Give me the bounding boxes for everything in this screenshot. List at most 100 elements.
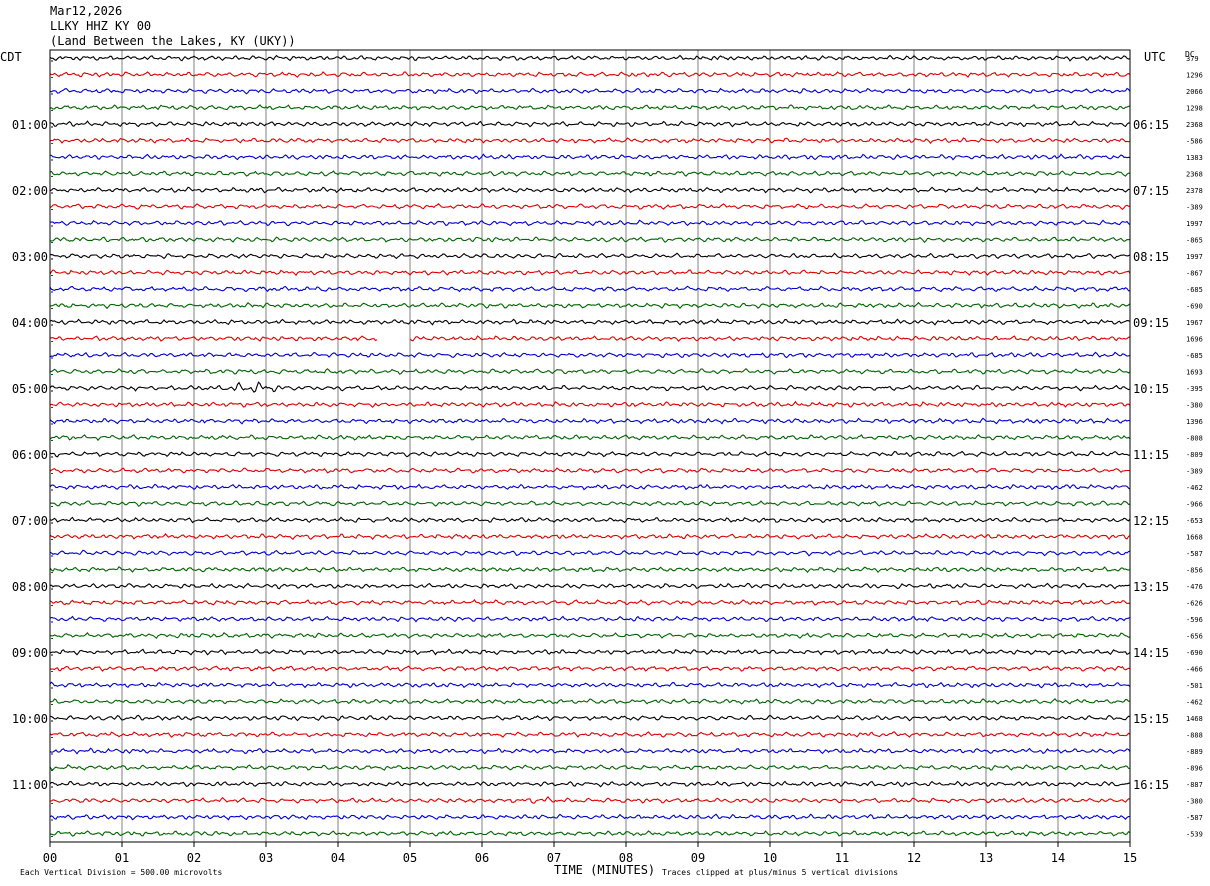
dc-offset-value: 1696	[1186, 336, 1203, 344]
seismic-trace	[49, 318, 1131, 326]
x-tick-label: 10	[763, 851, 777, 865]
seismic-trace	[49, 54, 1131, 62]
x-tick-label: 11	[835, 851, 849, 865]
x-tick-label: 06	[475, 851, 489, 865]
utc-hour-label: 08:15	[1133, 250, 1169, 264]
seismic-trace	[49, 252, 1131, 260]
cdt-hour-label: 07:00	[12, 514, 48, 528]
dc-offset-value: -653	[1186, 517, 1203, 525]
dc-offset-value: -888	[1186, 732, 1203, 740]
seismic-trace	[49, 467, 1131, 474]
seismic-trace	[49, 747, 1131, 755]
x-tick-label: 00	[43, 851, 57, 865]
seismic-trace	[49, 830, 1131, 837]
seismic-trace	[49, 153, 1131, 161]
dc-offset-value: -380	[1186, 402, 1203, 410]
dc-offset-value: 1997	[1186, 253, 1203, 261]
cdt-hour-label: 03:00	[12, 250, 48, 264]
seismic-trace	[50, 219, 1131, 227]
cdt-hour-label: 06:00	[12, 448, 48, 462]
dc-offset-value: -462	[1186, 699, 1203, 707]
plot-frame	[49, 49, 1131, 843]
seismic-trace	[49, 301, 1131, 310]
dc-offset-value: -596	[1186, 616, 1203, 624]
cdt-hour-label: 04:00	[12, 316, 48, 330]
dc-offset-value: 1693	[1186, 369, 1203, 377]
dc-offset-value: -626	[1186, 600, 1203, 608]
x-tick-label: 08	[619, 851, 633, 865]
dc-offset-value: -887	[1186, 781, 1203, 789]
dc-offset-value: -808	[1186, 435, 1203, 443]
station-code: LLKY HHZ KY 00	[50, 19, 152, 33]
dc-header-label: DC	[1185, 50, 1195, 59]
cdt-hour-label: 08:00	[12, 580, 48, 594]
x-tick-label: 09	[691, 851, 705, 865]
dc-offset-value: -809	[1186, 451, 1203, 459]
x-tick-labels: 00 01 02 03 04 05 06 07 08 09 10 11 12 13 14 15	[43, 842, 1137, 865]
vertical-division-note: Each Vertical Division = 500.00 microvol…	[20, 868, 222, 877]
dc-offset-value: 2368	[1186, 171, 1203, 179]
dc-offset-value: -889	[1186, 748, 1203, 756]
dc-offset-value: -966	[1186, 501, 1203, 509]
dc-offset-value: -587	[1186, 814, 1203, 822]
utc-hour-label: 13:15	[1133, 580, 1169, 594]
seismic-trace	[49, 120, 1131, 128]
seismic-trace	[49, 236, 1131, 244]
seismic-trace	[49, 434, 1131, 442]
seismic-trace	[49, 186, 1131, 194]
seismic-trace	[49, 681, 1131, 689]
clipping-note: Traces clipped at plus/minus 5 vertical …	[662, 868, 898, 877]
seismic-trace	[49, 631, 1131, 640]
seismic-trace	[49, 87, 1131, 95]
dc-offset-value: 1967	[1186, 319, 1203, 327]
utc-hour-label: 14:15	[1133, 646, 1169, 660]
dc-offset-value: -685	[1186, 286, 1203, 294]
x-tick-label: 07	[547, 851, 561, 865]
seismic-trace	[49, 103, 1131, 111]
utc-time-labels: 06:15 07:15 08:15 09:15 10:15 11:15 12:15 13:15…	[1133, 118, 1169, 792]
dc-offset-value: 379	[1186, 55, 1199, 63]
utc-hour-label: 16:15	[1133, 778, 1169, 792]
dc-offset-value: 1296	[1186, 72, 1203, 80]
cdt-time-labels: 01:00 02:00 03:00 04:00 05:00 06:00 07:00 08:00…	[12, 118, 48, 792]
seismic-trace	[49, 780, 1131, 788]
seismic-trace	[49, 533, 1131, 540]
seismic-trace	[49, 566, 1131, 574]
dc-offset-value: -690	[1186, 649, 1203, 657]
dc-offset-value: 1997	[1186, 220, 1203, 228]
x-tick-label: 01	[115, 851, 129, 865]
utc-hour-label: 09:15	[1133, 316, 1169, 330]
cdt-hour-label: 05:00	[12, 382, 48, 396]
seismic-trace	[49, 582, 1131, 590]
utc-hour-label: 06:15	[1133, 118, 1169, 132]
dc-offset-value: -896	[1186, 765, 1203, 773]
seismic-trace	[49, 648, 1131, 656]
dc-offset-value: -690	[1186, 303, 1203, 311]
dc-offset-value: -462	[1186, 484, 1203, 492]
seismic-trace	[49, 285, 1131, 293]
x-tick-label: 05	[403, 851, 417, 865]
x-tick-label: 12	[907, 851, 921, 865]
dc-offset-value: -656	[1186, 633, 1203, 641]
station-location: (Land Between the Lakes, KY (UKY))	[50, 34, 296, 48]
seismic-trace	[49, 71, 1131, 78]
dc-offset-value: 1383	[1186, 154, 1203, 162]
seismic-trace	[49, 714, 1131, 722]
dc-offset-value: 2378	[1186, 187, 1203, 195]
cdt-hour-label: 01:00	[12, 118, 48, 132]
seismic-trace	[49, 516, 1131, 524]
x-tick-label: 02	[187, 851, 201, 865]
seismic-trace	[49, 549, 1131, 557]
cdt-hour-label: 10:00	[12, 712, 48, 726]
seismic-trace	[49, 351, 1131, 359]
utc-hour-label: 12:15	[1133, 514, 1169, 528]
dc-offset-value: -380	[1186, 798, 1203, 806]
dc-offset-value: -867	[1186, 270, 1203, 278]
x-tick-label: 13	[979, 851, 993, 865]
dc-offset-value: -389	[1186, 204, 1203, 212]
seismic-trace	[49, 381, 1131, 393]
dc-offset-value: 1396	[1186, 418, 1203, 426]
seismic-trace	[49, 813, 1131, 821]
cdt-axis-label: CDT	[0, 50, 22, 64]
seismic-trace	[49, 269, 1131, 277]
